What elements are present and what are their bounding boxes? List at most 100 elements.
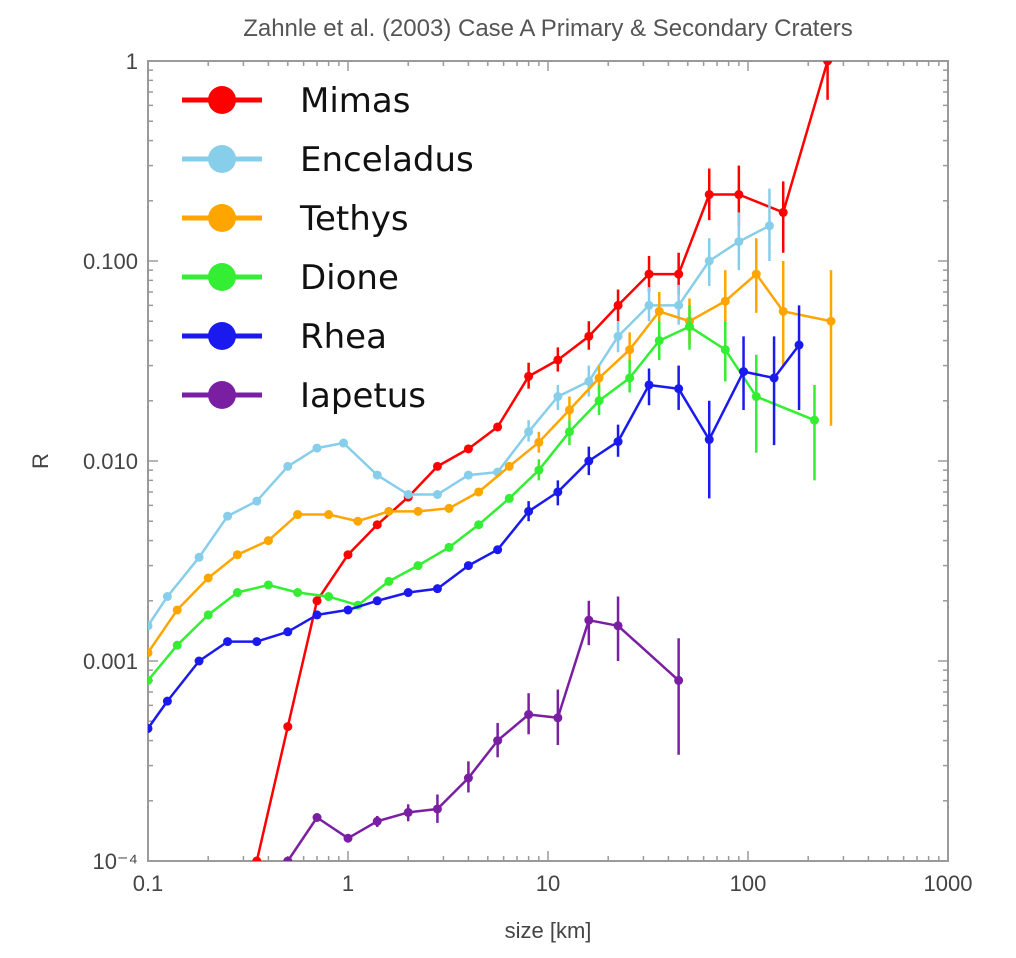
data-point	[613, 437, 623, 447]
data-point	[324, 592, 334, 602]
series-line	[255, 61, 829, 861]
data-point	[553, 355, 563, 365]
data-point	[372, 520, 382, 530]
data-point	[162, 696, 172, 706]
data-point	[463, 444, 473, 454]
data-point	[625, 345, 635, 355]
series-tethys	[148, 238, 836, 658]
legend-swatch-marker	[208, 322, 236, 350]
series-enceladus	[148, 188, 774, 631]
legend-swatch-marker	[208, 263, 236, 291]
data-point	[534, 437, 544, 447]
data-point	[293, 510, 303, 520]
data-point	[504, 461, 514, 471]
x-tick-label: 1	[342, 871, 354, 896]
legend-label: Mimas	[300, 81, 410, 121]
legend-item-tethys: Tethys	[182, 199, 409, 239]
x-tick-label: 10	[536, 871, 560, 896]
series-line	[148, 325, 815, 682]
data-point	[463, 773, 473, 783]
data-point	[674, 300, 684, 310]
legend-label: Tethys	[299, 199, 409, 239]
data-point	[720, 345, 730, 355]
y-tick-label: 1	[126, 49, 138, 74]
series-line	[286, 618, 680, 861]
data-point	[312, 610, 322, 620]
data-point	[564, 427, 574, 437]
legend-swatch-marker	[208, 145, 236, 173]
series-mimas	[252, 61, 833, 861]
data-point	[584, 331, 594, 341]
data-point	[372, 596, 382, 606]
data-point	[384, 576, 394, 586]
data-point	[778, 207, 788, 217]
data-point	[172, 605, 182, 615]
series-line	[148, 344, 801, 730]
legend-swatch-marker	[208, 381, 236, 409]
data-point	[312, 813, 322, 823]
legend-item-iapetus: Iapetus	[182, 376, 426, 416]
data-point	[232, 588, 242, 598]
data-point	[584, 456, 594, 466]
data-point	[432, 804, 442, 814]
data-point	[685, 322, 695, 332]
data-point	[252, 856, 262, 861]
data-point	[343, 833, 353, 843]
data-point	[553, 713, 563, 723]
data-point	[613, 621, 623, 631]
data-point	[372, 470, 382, 480]
data-point	[463, 561, 473, 571]
legend-label: Enceladus	[300, 140, 474, 180]
data-point	[463, 470, 473, 480]
data-point	[339, 438, 349, 448]
data-point	[343, 550, 353, 560]
series-dione	[148, 305, 819, 685]
data-point	[625, 373, 635, 383]
data-point	[493, 545, 503, 555]
axis-ticks	[147, 61, 948, 862]
data-point	[353, 516, 363, 526]
chart-title: Zahnle et al. (2003) Case A Primary & Se…	[243, 15, 853, 42]
data-point	[553, 392, 563, 402]
legend-item-mimas: Mimas	[182, 81, 410, 121]
data-point	[403, 588, 413, 598]
data-point	[524, 427, 534, 437]
data-point	[343, 605, 353, 615]
data-point	[704, 435, 714, 445]
data-point	[283, 856, 293, 861]
x-axis-label: size [km]	[505, 918, 592, 943]
data-point	[384, 506, 394, 516]
data-point	[172, 640, 182, 650]
data-point	[734, 190, 744, 200]
legend-item-rhea: Rhea	[182, 317, 387, 357]
series-iapetus	[283, 596, 684, 861]
data-point	[644, 269, 654, 279]
data-point	[194, 656, 204, 666]
series-layer	[148, 61, 836, 861]
data-point	[413, 506, 423, 516]
data-point	[644, 380, 654, 390]
x-tick-label: 1000	[924, 871, 973, 896]
data-point	[312, 596, 322, 606]
y-tick-label: 0.100	[83, 249, 138, 274]
data-point	[432, 461, 442, 471]
data-point	[751, 392, 761, 402]
data-point	[751, 269, 761, 279]
data-point	[564, 405, 574, 415]
data-point	[162, 592, 172, 602]
data-point	[232, 550, 242, 560]
axis-tick-labels: 0.1 1 10 100 1000 10⁻⁴ 0.001 0.010 0.100 1	[83, 49, 973, 896]
data-point	[613, 331, 623, 341]
data-point	[283, 627, 293, 637]
data-point	[283, 722, 293, 732]
data-point	[809, 415, 819, 425]
series-rhea	[148, 305, 804, 733]
data-point	[654, 306, 664, 316]
data-point	[826, 316, 836, 326]
data-point	[584, 615, 594, 625]
y-tick-label: 0.001	[83, 649, 138, 674]
data-point	[594, 373, 604, 383]
legend-item-dione: Dione	[182, 258, 399, 298]
data-point	[148, 621, 153, 631]
legend: Mimas Enceladus Tethys Dione Rhea Iapetus	[182, 81, 474, 416]
